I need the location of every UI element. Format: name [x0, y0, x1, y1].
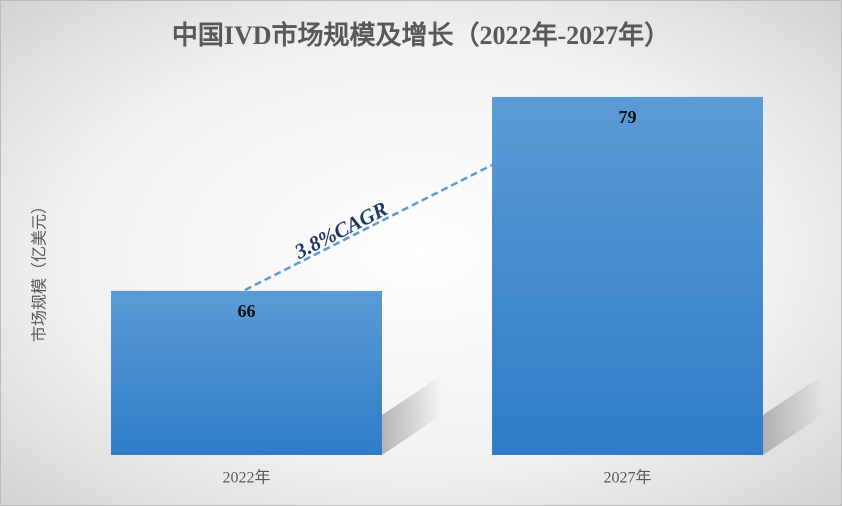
bar-shadow: [382, 375, 442, 455]
x-tick-label: 2022年: [222, 469, 270, 487]
value-label: 79: [619, 107, 637, 127]
bar-shadow: [763, 375, 823, 455]
x-tick-label: 2027年: [603, 469, 651, 487]
bar: [492, 96, 763, 456]
bar: [111, 290, 382, 455]
y-axis-label: 市场规模（亿美元）: [30, 198, 49, 342]
value-label: 66: [238, 301, 256, 321]
cagr-line: [244, 163, 493, 292]
chart-title: 中国IVD市场规模及增长（2022年-2027年）: [172, 20, 670, 50]
